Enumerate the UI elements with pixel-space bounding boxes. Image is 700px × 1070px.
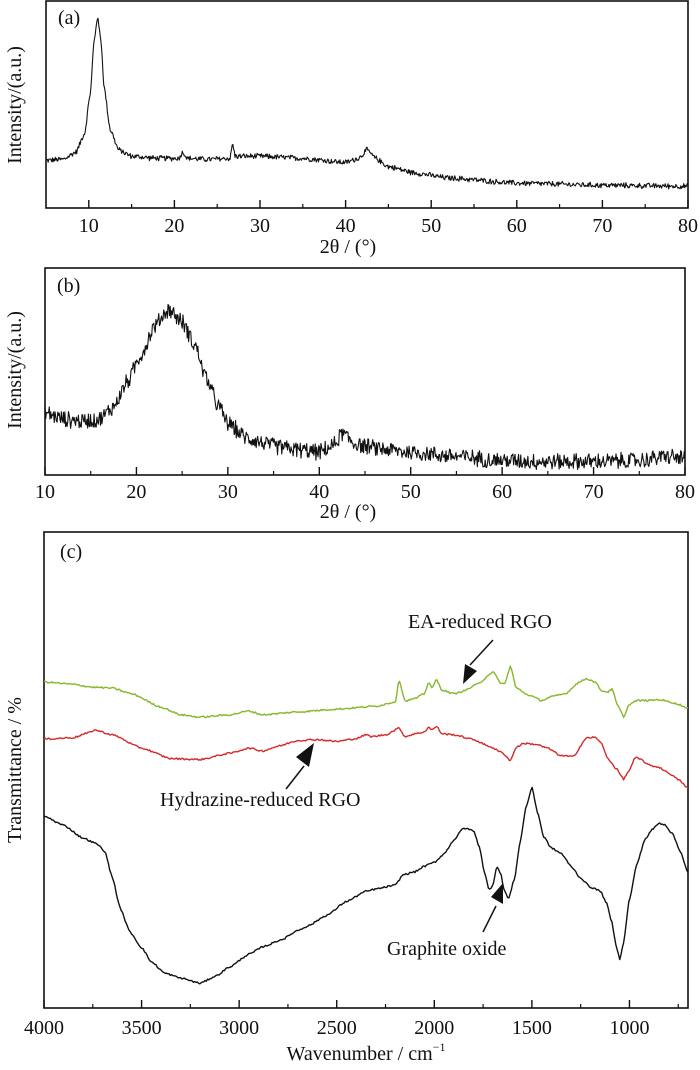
annotation-ea-reduced-rgo: EA-reduced RGO bbox=[408, 611, 552, 633]
annotation-hydrazine-reduced-rgo: Hydrazine-reduced RGO bbox=[160, 789, 360, 811]
x-tick-label: 20 bbox=[164, 215, 184, 237]
x-tick-label: 40 bbox=[336, 215, 356, 237]
plot-frame-a bbox=[45, 0, 689, 209]
x-tick-label: 1500 bbox=[512, 1017, 552, 1039]
x-tick-label: 70 bbox=[584, 481, 604, 503]
x-tick-label: 3500 bbox=[122, 1017, 162, 1039]
x-ticks-b: 10 20 30 40 50 60 70 80 bbox=[35, 467, 695, 503]
arrow-hydrazine-reduced-rgo bbox=[285, 743, 314, 790]
x-tick-label: 2500 bbox=[317, 1017, 357, 1039]
y-axis-title-a: Intensity/(a.u.) bbox=[4, 46, 26, 164]
series-group-a bbox=[45, 17, 689, 190]
panel-label-c: (c) bbox=[60, 541, 82, 563]
panel-label-b: (b) bbox=[57, 275, 80, 297]
series-group-b bbox=[44, 303, 686, 471]
x-ticks-a: 10 20 30 40 50 60 70 80 bbox=[79, 200, 698, 237]
x-tick-label: 80 bbox=[678, 215, 698, 237]
x-tick-label: 50 bbox=[421, 215, 441, 237]
panel-label-a: (a) bbox=[58, 7, 80, 29]
plot-frame-c bbox=[43, 531, 689, 1009]
x-tick-label: 60 bbox=[507, 215, 527, 237]
x-tick-label: 80 bbox=[675, 481, 695, 503]
x-tick-label: 10 bbox=[35, 481, 55, 503]
y-axis-title-c: Transmittance / % bbox=[4, 697, 26, 843]
arrow-graphite-oxide bbox=[482, 883, 503, 933]
panel-a: 10 20 30 40 50 60 70 80 (a) 2θ / (°) Intensity/… bbox=[4, 0, 698, 258]
series-line-graphite-oxide bbox=[43, 786, 689, 985]
series-group-c bbox=[43, 665, 689, 985]
x-axis-title-c-superscript: −1 bbox=[433, 1040, 446, 1054]
x-tick-label: 20 bbox=[126, 481, 146, 503]
x-tick-label: 50 bbox=[401, 481, 421, 503]
x-ticks-c: 4000 3500 3000 2500 2000 1500 1000 bbox=[24, 1000, 679, 1039]
x-tick-label: 30 bbox=[218, 481, 238, 503]
x-axis-title-c: Wavenumber / cm−1 bbox=[287, 1040, 446, 1065]
x-axis-title-b: 2θ / (°) bbox=[320, 501, 376, 523]
x-tick-label: 70 bbox=[592, 215, 612, 237]
x-tick-label: 30 bbox=[250, 215, 270, 237]
x-tick-label: 1000 bbox=[609, 1017, 649, 1039]
x-tick-label: 2000 bbox=[414, 1017, 454, 1039]
series-line-xrd-b- bbox=[44, 303, 686, 471]
x-tick-label: 60 bbox=[492, 481, 512, 503]
x-tick-label: 3000 bbox=[219, 1017, 259, 1039]
panel-b: 10 20 30 40 50 60 70 80 (b) 2θ / (°) Intensity/… bbox=[4, 267, 695, 523]
x-axis-title-c-text: Wavenumber / cm bbox=[287, 1043, 434, 1065]
x-tick-label: 4000 bbox=[24, 1017, 64, 1039]
series-line-hydrazine-reduced-rgo bbox=[43, 725, 689, 789]
annotation-graphite-oxide: Graphite oxide bbox=[387, 938, 507, 960]
y-axis-title-b: Intensity/(a.u.) bbox=[4, 311, 26, 429]
x-tick-label: 10 bbox=[79, 215, 99, 237]
x-axis-title-a: 2θ / (°) bbox=[320, 236, 376, 258]
x-tick-label: 40 bbox=[309, 481, 329, 503]
arrow-ea-reduced-rgo bbox=[463, 639, 494, 684]
series-line-ea-reduced-rgo bbox=[43, 665, 689, 719]
panel-c: 4000 3500 3000 2500 2000 1500 1000 (c) Wavenum… bbox=[4, 531, 689, 1065]
x-axis-title-a-text: 2θ / (°) bbox=[320, 236, 376, 258]
series-line-xrd-a- bbox=[45, 17, 689, 190]
